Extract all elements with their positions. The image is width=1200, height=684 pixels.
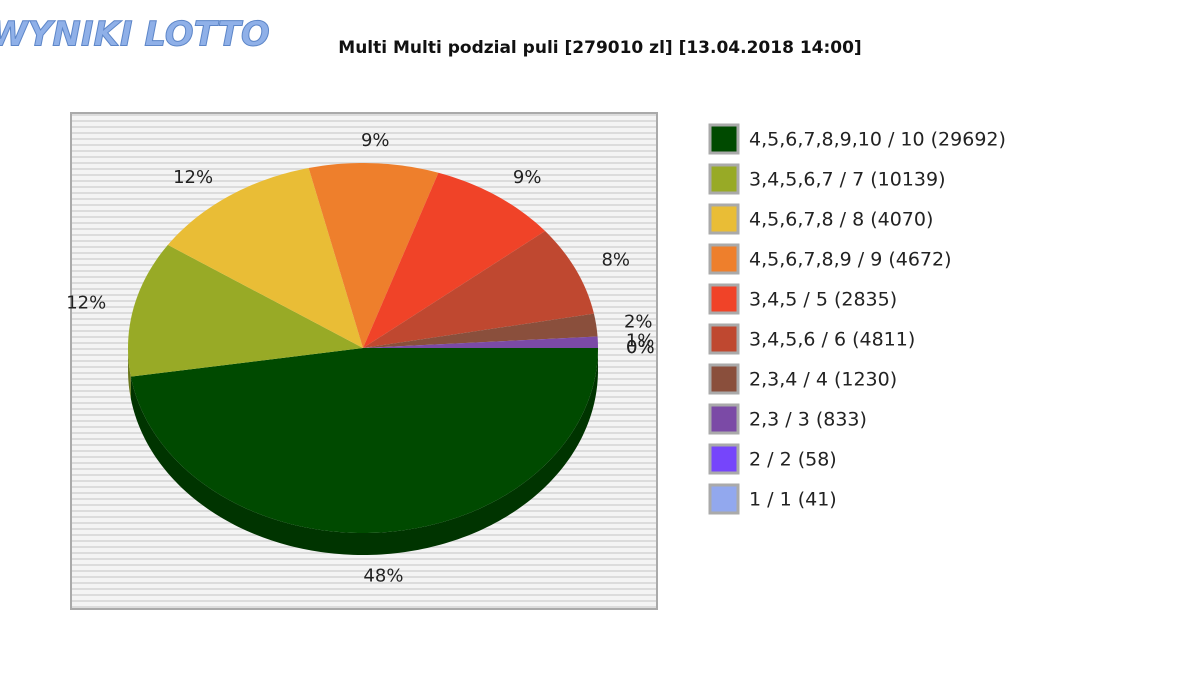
legend-label: 4,5,6,7,8 / 8 (4070) (749, 209, 933, 231)
slice-label: 48% (363, 565, 403, 586)
legend-label: 3,4,5,6,7 / 7 (10139) (749, 169, 945, 191)
slice-label: 9% (361, 130, 390, 151)
slice (363, 313, 598, 348)
legend-swatch (708, 323, 740, 355)
legend-label: 2,3 / 3 (833) (749, 409, 867, 431)
legend-label: 2,3,4 / 4 (1230) (749, 369, 897, 391)
slice (363, 172, 546, 348)
slice (363, 231, 594, 348)
legend-label: 4,5,6,7,8,9 / 9 (4672) (749, 249, 952, 271)
slice-label: 0% (626, 337, 655, 358)
slice (167, 168, 363, 348)
chart-title: Multi Multi podzial puli [279010 zl] [13… (338, 38, 861, 58)
legend-swatch (708, 203, 740, 235)
legend-swatch (708, 403, 740, 435)
slice (130, 348, 598, 533)
slice-label: 1% (626, 331, 655, 352)
slice-label: 2% (624, 311, 653, 332)
logo[interactable]: WYNIKI LOTTO (0, 14, 270, 55)
legend-swatch (708, 283, 740, 315)
slice (128, 244, 363, 377)
slice-label: 8% (601, 250, 630, 271)
slice-label: 12% (66, 292, 106, 313)
legend-swatch (708, 163, 740, 195)
legend-swatch (708, 443, 740, 475)
legend-swatch (708, 243, 740, 275)
legend-label: 3,4,5,6 / 6 (4811) (749, 329, 915, 351)
legend-label: 2 / 2 (58) (749, 449, 837, 471)
legend-swatch (708, 363, 740, 395)
slice-label: 0% (626, 337, 655, 358)
legend-label: 1 / 1 (41) (749, 489, 837, 511)
legend-label: 3,4,5 / 5 (2835) (749, 289, 897, 311)
slice-label: 9% (513, 167, 542, 188)
slice (363, 336, 598, 348)
slice (308, 163, 439, 348)
legend-swatch (708, 123, 740, 155)
slice-side (128, 348, 131, 399)
legend-swatch (708, 483, 740, 515)
legend-label: 4,5,6,7,8,9,10 / 10 (29692) (749, 129, 1006, 151)
slice-label: 12% (173, 167, 213, 188)
